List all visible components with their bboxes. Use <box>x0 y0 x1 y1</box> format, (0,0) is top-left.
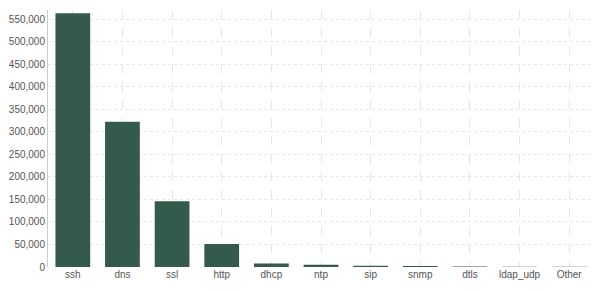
svg-text:350,000: 350,000 <box>9 104 46 115</box>
svg-text:ntp: ntp <box>314 269 328 280</box>
svg-text:100,000: 100,000 <box>9 216 46 227</box>
svg-text:400,000: 400,000 <box>9 81 46 92</box>
svg-text:0: 0 <box>39 262 45 273</box>
svg-text:sip: sip <box>364 269 377 280</box>
svg-text:ssh: ssh <box>65 269 81 280</box>
svg-text:550,000: 550,000 <box>9 14 46 25</box>
svg-text:snmp: snmp <box>408 269 433 280</box>
svg-text:dns: dns <box>114 269 130 280</box>
svg-text:dhcp: dhcp <box>261 269 283 280</box>
svg-text:450,000: 450,000 <box>9 59 46 70</box>
svg-text:500,000: 500,000 <box>9 36 46 47</box>
svg-text:dtls: dtls <box>462 269 478 280</box>
svg-text:200,000: 200,000 <box>9 171 46 182</box>
svg-text:Other: Other <box>557 269 583 280</box>
svg-text:250,000: 250,000 <box>9 149 46 160</box>
svg-text:ssl: ssl <box>166 269 178 280</box>
svg-text:50,000: 50,000 <box>14 239 45 250</box>
svg-text:300,000: 300,000 <box>9 126 46 137</box>
svg-text:150,000: 150,000 <box>9 194 46 205</box>
svg-text:http: http <box>213 269 230 280</box>
svg-text:ldap_udp: ldap_udp <box>499 269 541 280</box>
